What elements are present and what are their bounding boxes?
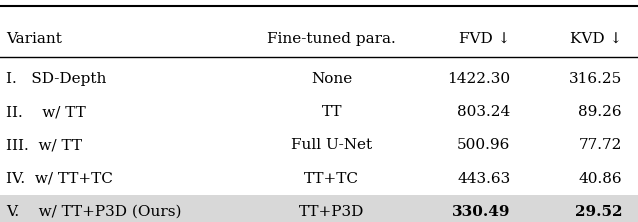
Text: 40.86: 40.86 — [579, 172, 622, 186]
Text: TT: TT — [322, 105, 342, 119]
Text: I.   SD-Depth: I. SD-Depth — [6, 72, 107, 86]
Text: KVD ↓: KVD ↓ — [570, 32, 622, 46]
Text: 29.52: 29.52 — [575, 205, 622, 219]
Text: 803.24: 803.24 — [457, 105, 510, 119]
Text: V.    w/ TT+P3D (Ours): V. w/ TT+P3D (Ours) — [6, 205, 182, 219]
Text: Full U-Net: Full U-Net — [291, 138, 373, 153]
Text: 77.72: 77.72 — [579, 138, 622, 153]
Bar — [0, 195, 638, 222]
Text: 330.49: 330.49 — [452, 205, 510, 219]
Text: FVD ↓: FVD ↓ — [459, 32, 510, 46]
Text: IV.  w/ TT+TC: IV. w/ TT+TC — [6, 172, 114, 186]
Text: TT+P3D: TT+P3D — [299, 205, 364, 219]
Text: None: None — [311, 72, 352, 86]
Text: Fine-tuned para.: Fine-tuned para. — [267, 32, 396, 46]
Text: 89.26: 89.26 — [579, 105, 622, 119]
Text: 500.96: 500.96 — [457, 138, 510, 153]
Text: II.    w/ TT: II. w/ TT — [6, 105, 86, 119]
Text: 316.25: 316.25 — [569, 72, 622, 86]
Text: 443.63: 443.63 — [457, 172, 510, 186]
Text: III.  w/ TT: III. w/ TT — [6, 138, 82, 153]
Text: 1422.30: 1422.30 — [447, 72, 510, 86]
Text: TT+TC: TT+TC — [304, 172, 359, 186]
Text: Variant: Variant — [6, 32, 63, 46]
